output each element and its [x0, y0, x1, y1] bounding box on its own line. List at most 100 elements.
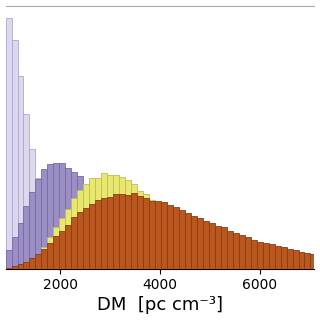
Bar — [275, 246, 281, 268]
Bar — [233, 253, 239, 268]
Bar — [221, 227, 227, 268]
Bar — [77, 190, 83, 268]
Bar — [286, 263, 292, 268]
Bar — [131, 193, 137, 268]
Bar — [203, 241, 209, 268]
Bar — [60, 231, 65, 268]
Bar — [268, 261, 275, 268]
Bar — [149, 201, 155, 268]
Bar — [310, 254, 316, 268]
Bar — [215, 245, 221, 268]
Bar — [23, 264, 29, 268]
Bar — [173, 220, 179, 268]
Bar — [292, 250, 299, 268]
Bar — [95, 199, 101, 268]
Bar — [203, 263, 209, 268]
Bar — [71, 198, 77, 268]
Bar — [125, 195, 131, 268]
Bar — [77, 212, 83, 268]
Bar — [29, 258, 36, 268]
Bar — [245, 267, 251, 268]
Bar — [77, 176, 83, 268]
Bar — [173, 207, 179, 268]
Bar — [251, 267, 257, 268]
Bar — [167, 205, 173, 268]
Bar — [107, 213, 113, 268]
Bar — [179, 223, 185, 268]
Bar — [310, 266, 316, 268]
Bar — [71, 172, 77, 268]
Bar — [191, 261, 197, 268]
Bar — [131, 235, 137, 268]
Bar — [53, 227, 60, 268]
Bar — [23, 114, 29, 268]
Bar — [89, 204, 95, 268]
Bar — [215, 264, 221, 268]
Bar — [179, 258, 185, 268]
Bar — [227, 231, 233, 268]
Bar — [268, 244, 275, 268]
Bar — [316, 266, 320, 268]
Bar — [18, 76, 23, 268]
Bar — [173, 257, 179, 268]
Bar — [53, 236, 60, 268]
Bar — [245, 237, 251, 268]
Bar — [29, 260, 36, 268]
Bar — [227, 266, 233, 268]
Bar — [36, 178, 41, 268]
Bar — [197, 218, 203, 268]
Bar — [41, 249, 47, 268]
Bar — [155, 201, 161, 268]
Bar — [65, 225, 71, 268]
Bar — [155, 250, 161, 268]
Bar — [107, 196, 113, 268]
Bar — [131, 184, 137, 268]
Bar — [179, 210, 185, 268]
Bar — [215, 226, 221, 268]
Bar — [251, 240, 257, 268]
Bar — [23, 262, 29, 268]
Bar — [23, 206, 29, 268]
Bar — [143, 198, 149, 268]
Bar — [47, 219, 53, 268]
Bar — [239, 267, 245, 268]
Bar — [125, 231, 131, 268]
Bar — [137, 240, 143, 268]
Bar — [41, 247, 47, 268]
Bar — [161, 211, 167, 268]
Bar — [60, 243, 65, 268]
Bar — [286, 249, 292, 268]
Bar — [292, 264, 299, 268]
Bar — [161, 252, 167, 268]
Bar — [185, 213, 191, 268]
Bar — [197, 236, 203, 268]
Bar — [65, 250, 71, 268]
Bar — [275, 262, 281, 268]
Bar — [316, 255, 320, 268]
Bar — [299, 252, 305, 268]
Bar — [36, 253, 41, 268]
Bar — [53, 234, 60, 268]
Bar — [209, 223, 215, 268]
Bar — [161, 202, 167, 268]
Bar — [209, 243, 215, 268]
Bar — [281, 247, 286, 268]
Bar — [18, 266, 23, 268]
Bar — [137, 196, 143, 268]
Bar — [60, 218, 65, 268]
Bar — [107, 267, 113, 268]
Bar — [65, 209, 71, 268]
Bar — [143, 244, 149, 268]
Bar — [125, 180, 131, 268]
Bar — [221, 249, 227, 268]
Bar — [18, 223, 23, 268]
Bar — [53, 164, 60, 268]
Bar — [113, 194, 119, 268]
Bar — [101, 266, 107, 268]
Bar — [29, 192, 36, 268]
Bar — [119, 195, 125, 268]
Bar — [29, 149, 36, 268]
Bar — [36, 179, 41, 268]
Bar — [77, 259, 83, 268]
Bar — [5, 250, 12, 268]
